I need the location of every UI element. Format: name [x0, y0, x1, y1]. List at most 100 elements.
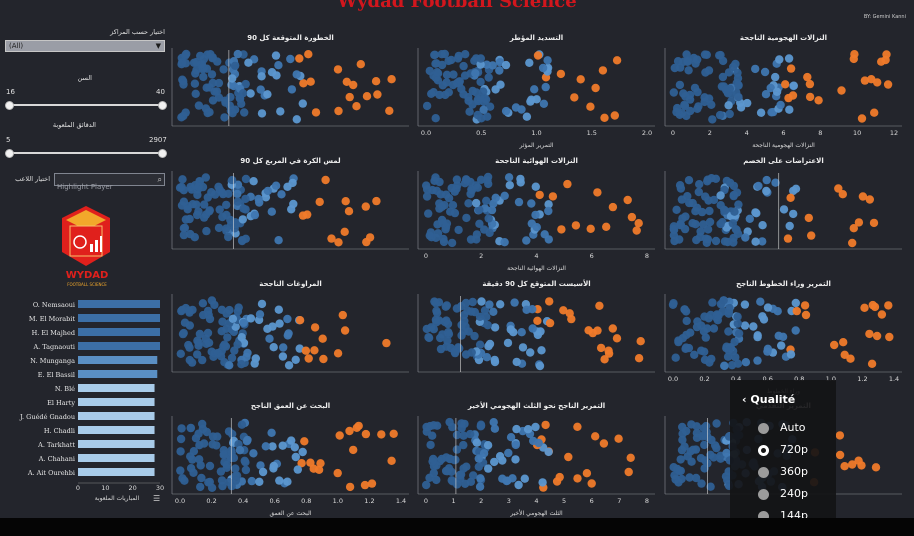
player-dot[interactable]: [199, 439, 209, 448]
player-dot[interactable]: [685, 473, 694, 482]
player-dot[interactable]: [763, 303, 773, 312]
player-dot[interactable]: [430, 297, 439, 306]
player-dot[interactable]: [695, 180, 704, 189]
player-dot[interactable]: [193, 350, 202, 359]
player-games-bar[interactable]: [78, 384, 155, 392]
player-dot[interactable]: [676, 184, 686, 193]
player-dot[interactable]: [448, 201, 458, 210]
player-dot[interactable]: [185, 321, 194, 330]
player-dot[interactable]: [697, 479, 706, 488]
player-dot[interactable]: [511, 103, 521, 112]
player-dot[interactable]: [763, 347, 772, 356]
player-dot[interactable]: [225, 477, 234, 487]
player-dot[interactable]: [716, 50, 725, 60]
player-dot[interactable]: [238, 215, 247, 224]
chevron-left-icon[interactable]: ‹: [742, 393, 747, 406]
player-dot[interactable]: [602, 222, 611, 231]
player-dot[interactable]: [565, 309, 574, 318]
player-dot[interactable]: [523, 425, 533, 434]
player-dot[interactable]: [675, 235, 684, 244]
player-dot[interactable]: [676, 219, 685, 229]
player-dot[interactable]: [449, 70, 458, 79]
player-dot[interactable]: [736, 103, 746, 112]
player-dot[interactable]: [185, 355, 194, 365]
player-dot[interactable]: [460, 71, 470, 80]
chevron-down-icon[interactable]: ▼: [155, 42, 161, 50]
player-dot[interactable]: [570, 93, 579, 102]
player-dot[interactable]: [263, 324, 272, 333]
player-dot[interactable]: [531, 422, 540, 432]
player-dot[interactable]: [522, 112, 532, 121]
player-dot[interactable]: [501, 60, 511, 70]
player-dot[interactable]: [725, 109, 734, 119]
player-dot[interactable]: [484, 464, 493, 473]
player-dot[interactable]: [734, 329, 744, 338]
player-dot[interactable]: [196, 51, 205, 61]
player-dot[interactable]: [692, 203, 702, 212]
player-dot[interactable]: [238, 89, 248, 98]
player-dot[interactable]: [198, 355, 207, 365]
player-dot[interactable]: [482, 312, 491, 321]
player-dot[interactable]: [526, 348, 535, 357]
player-dot[interactable]: [533, 51, 543, 60]
player-dot[interactable]: [485, 339, 495, 349]
player-dot[interactable]: [475, 312, 485, 321]
player-dot[interactable]: [267, 207, 276, 216]
player-dot[interactable]: [703, 235, 713, 244]
player-dot[interactable]: [541, 420, 550, 430]
player-dot[interactable]: [531, 182, 540, 191]
player-dot[interactable]: [724, 101, 733, 110]
player-dot[interactable]: [721, 85, 731, 95]
player-dot[interactable]: [530, 85, 539, 94]
player-dot[interactable]: [444, 56, 453, 66]
player-dot[interactable]: [319, 354, 328, 364]
player-dot[interactable]: [318, 334, 327, 343]
player-dot[interactable]: [433, 76, 443, 85]
player-dot[interactable]: [693, 317, 702, 326]
player-search-box[interactable]: ⌕: [54, 173, 165, 193]
quality-option-auto[interactable]: Auto: [730, 420, 836, 442]
player-dot[interactable]: [224, 427, 234, 436]
player-dot[interactable]: [208, 78, 218, 88]
player-dot[interactable]: [634, 354, 644, 363]
player-dot[interactable]: [490, 357, 500, 367]
player-dot[interactable]: [881, 55, 890, 65]
player-dot[interactable]: [726, 178, 735, 187]
player-dot[interactable]: [432, 68, 442, 77]
player-dot[interactable]: [598, 66, 608, 75]
player-dot[interactable]: [707, 100, 716, 110]
player-dot[interactable]: [472, 235, 481, 244]
player-dot[interactable]: [195, 329, 205, 339]
player-dot[interactable]: [459, 61, 468, 71]
player-dot[interactable]: [756, 108, 766, 117]
player-dot[interactable]: [219, 450, 228, 460]
player-dot[interactable]: [229, 81, 238, 91]
player-dot[interactable]: [676, 63, 685, 72]
player-dot[interactable]: [591, 432, 600, 441]
player-dot[interactable]: [720, 361, 729, 371]
player-dot[interactable]: [349, 445, 358, 455]
player-dot[interactable]: [684, 176, 694, 185]
player-dot[interactable]: [846, 354, 855, 363]
player-dot[interactable]: [752, 209, 761, 218]
player-dot[interactable]: [345, 482, 355, 492]
player-dot[interactable]: [689, 53, 698, 63]
player-dot[interactable]: [848, 238, 857, 248]
player-dot[interactable]: [627, 212, 637, 222]
player-dot[interactable]: [438, 219, 448, 228]
player-dot[interactable]: [699, 424, 708, 433]
player-dot[interactable]: [333, 349, 343, 358]
player-dot[interactable]: [715, 110, 725, 120]
player-dot[interactable]: [464, 199, 473, 208]
player-dot[interactable]: [177, 424, 186, 433]
player-dot[interactable]: [208, 432, 218, 441]
player-dot[interactable]: [500, 238, 509, 247]
minutes-slider[interactable]: [5, 149, 167, 158]
player-dot[interactable]: [219, 65, 228, 74]
player-dot[interactable]: [311, 108, 321, 117]
player-dot[interactable]: [345, 92, 354, 102]
player-dot[interactable]: [183, 205, 192, 214]
age-slider[interactable]: [5, 101, 167, 110]
player-dot[interactable]: [284, 329, 293, 338]
player-dot[interactable]: [462, 462, 471, 471]
